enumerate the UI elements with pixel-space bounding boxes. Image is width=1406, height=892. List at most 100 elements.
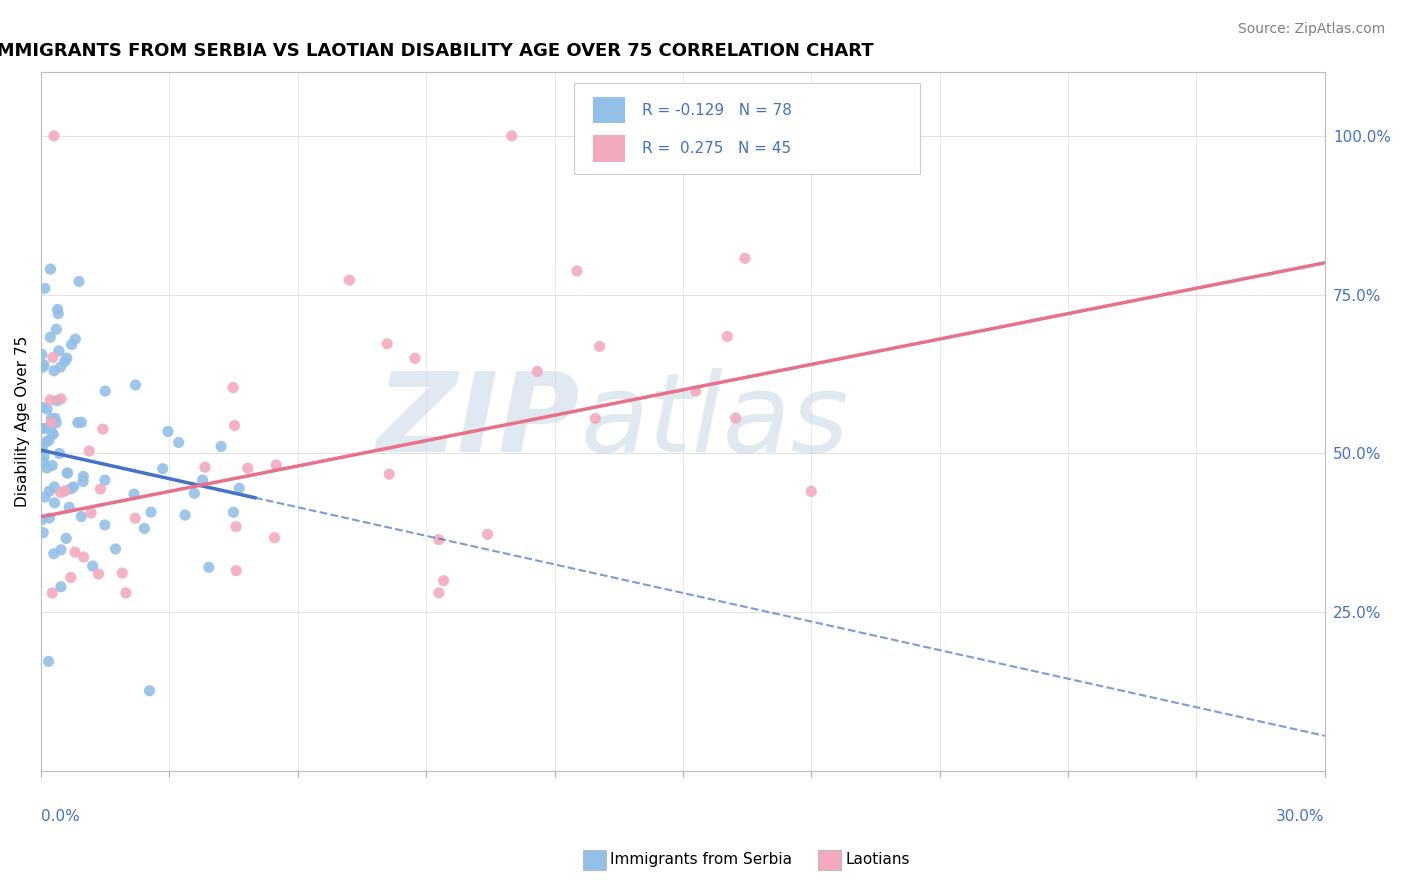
Point (124, 511, 146, 525)
Point (38, 484, 60, 499)
Y-axis label: Disability Age Over 75: Disability Age Over 75 (15, 336, 30, 508)
Point (34, 281, 56, 295)
Point (337, 273, 360, 287)
Point (48, 446, 70, 460)
Point (477, 527, 499, 541)
Point (37, 402, 59, 417)
Point (94, 384, 117, 398)
Point (38, 434, 60, 448)
Point (58, 500, 80, 515)
Text: 30.0%: 30.0% (1277, 809, 1324, 824)
Point (77, 444, 100, 458)
Point (60, 337, 83, 351)
Point (72, 469, 94, 483)
Point (42, 547, 65, 561)
Text: Source: ZipAtlas.com: Source: ZipAtlas.com (1237, 22, 1385, 37)
Point (62, 480, 84, 494)
Point (70, 509, 93, 524)
Point (37, 654, 59, 668)
Point (94, 518, 117, 533)
Point (526, 364, 548, 378)
Point (44, 480, 66, 494)
Point (59, 570, 82, 584)
Point (122, 487, 145, 501)
Point (111, 566, 134, 580)
Point (432, 574, 454, 588)
Point (209, 440, 232, 454)
Text: IMMIGRANTS FROM SERBIA VS LAOTIAN DISABILITY AGE OVER 75 CORRELATION CHART: IMMIGRANTS FROM SERBIA VS LAOTIAN DISABI… (0, 42, 873, 60)
Point (46, 302, 69, 317)
Point (35, 434, 58, 449)
Point (39, 330, 62, 344)
Point (42, 351, 65, 365)
Point (41, 458, 63, 473)
Point (82, 559, 104, 574)
Point (59, 482, 82, 496)
Point (44, 496, 66, 510)
Point (42, 128, 65, 143)
Point (70, 415, 93, 429)
Point (39, 392, 62, 407)
Point (31, 347, 53, 361)
Point (39, 421, 62, 435)
Point (53, 354, 76, 368)
Point (35, 421, 58, 435)
Point (404, 351, 426, 366)
Text: R = -0.129   N = 78: R = -0.129 N = 78 (641, 103, 792, 118)
Point (31, 401, 53, 415)
Point (565, 264, 588, 278)
Point (228, 481, 250, 495)
Point (34, 490, 56, 504)
Point (72, 549, 94, 564)
Point (72, 475, 94, 489)
Point (222, 505, 245, 519)
Point (156, 425, 179, 439)
Point (588, 339, 610, 353)
Point (191, 473, 214, 487)
Point (734, 252, 756, 266)
Point (42, 426, 65, 441)
Point (501, 128, 523, 143)
Point (55, 532, 77, 546)
Point (91, 422, 114, 436)
Point (115, 586, 138, 600)
Point (800, 484, 823, 499)
Point (378, 467, 401, 482)
Point (49, 392, 72, 406)
Point (263, 531, 285, 545)
Text: 0.0%: 0.0% (41, 809, 80, 824)
Point (32, 358, 55, 372)
Text: ZIP: ZIP (377, 368, 581, 475)
Text: R =  0.275   N = 45: R = 0.275 N = 45 (641, 141, 792, 156)
Point (236, 461, 259, 475)
Point (35, 461, 58, 475)
Point (94, 473, 117, 487)
Point (139, 505, 162, 519)
Point (32, 525, 55, 540)
Point (38, 511, 60, 525)
Point (39, 416, 62, 430)
Bar (593, 97, 626, 123)
Point (583, 411, 606, 425)
Point (724, 411, 747, 425)
Point (716, 329, 738, 343)
Point (56, 466, 79, 480)
Point (53, 483, 76, 498)
Point (31, 421, 53, 435)
Point (63, 545, 86, 559)
Point (67, 274, 90, 288)
Point (225, 564, 247, 578)
Point (31, 513, 53, 527)
Point (49, 360, 72, 375)
Point (49, 542, 72, 557)
Point (183, 486, 205, 500)
Text: atlas: atlas (581, 368, 849, 475)
Point (31, 440, 53, 454)
Point (49, 580, 72, 594)
Point (80, 506, 103, 520)
Point (49, 485, 72, 500)
Point (45, 322, 67, 336)
Point (197, 560, 219, 574)
Point (42, 364, 65, 378)
Point (46, 307, 69, 321)
